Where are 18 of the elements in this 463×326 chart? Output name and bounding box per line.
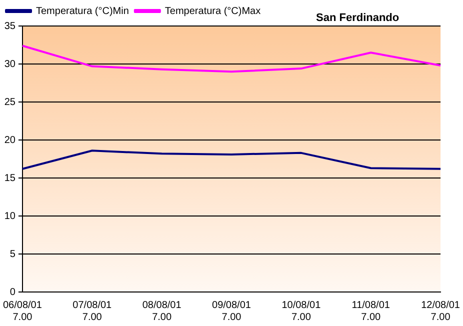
x-tick-label: 06/08/01 7.00 bbox=[2, 300, 42, 323]
y-tick-label: 20 bbox=[4, 134, 16, 146]
y-tick-label: 25 bbox=[4, 96, 16, 108]
legend-label: Temperatura (°C)Min bbox=[36, 6, 129, 17]
chart-title: San Ferdinando bbox=[316, 12, 400, 24]
y-tick-label: 5 bbox=[10, 248, 16, 260]
legend-label: Temperatura (°C)Max bbox=[164, 6, 261, 17]
x-tick-label: 10/08/01 7.00 bbox=[282, 300, 322, 323]
x-tick-label: 11/08/01 7.00 bbox=[352, 300, 390, 323]
x-tick-label: 12/08/01 7.00 bbox=[421, 300, 460, 323]
x-tick-label: 09/08/01 7.00 bbox=[212, 300, 252, 323]
y-tick-label: 35 bbox=[4, 20, 16, 32]
y-tick-label: 10 bbox=[4, 210, 16, 222]
y-tick-label: 0 bbox=[10, 286, 16, 298]
y-tick-label: 30 bbox=[4, 58, 16, 70]
y-tick-label: 15 bbox=[4, 172, 16, 184]
x-tick-label: 08/08/01 7.00 bbox=[142, 300, 182, 323]
x-tick-label: 07/08/01 7.00 bbox=[72, 300, 112, 323]
